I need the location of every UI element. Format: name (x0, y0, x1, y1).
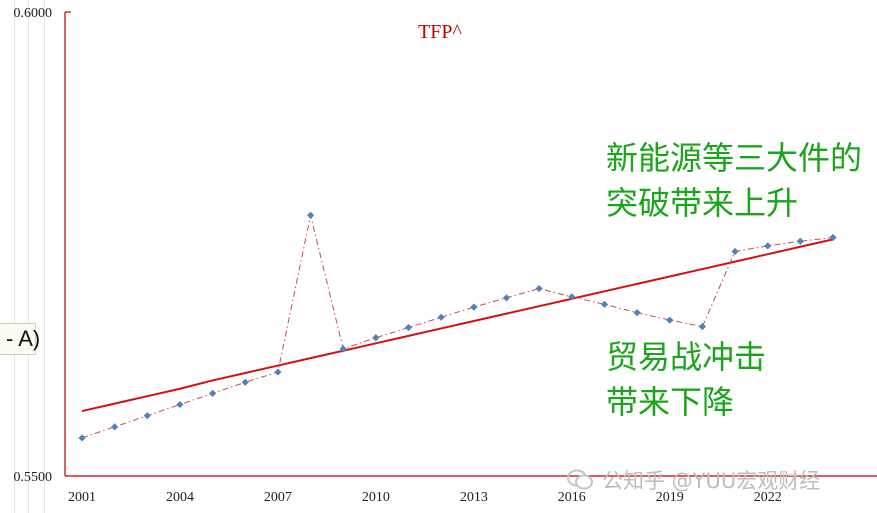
data-point (437, 313, 445, 321)
annotation-fall-line-2: 带来下降 (606, 383, 735, 421)
sheet-gridline (44, 0, 45, 513)
clipped-axis-label: - A) (0, 323, 40, 355)
data-point (633, 309, 641, 317)
chart-title: TFP^ (418, 21, 462, 43)
data-point (731, 247, 739, 256)
x-tick-label: 2022 (754, 490, 782, 505)
annotation-rise-line-2: 突破带来上升 (606, 184, 799, 222)
data-point (404, 323, 413, 332)
annotation-fall: 贸易战冲击 带来下降 (606, 335, 766, 425)
series-line-tfp (81, 215, 834, 439)
data-point (535, 284, 543, 293)
sheet-gridline (28, 0, 29, 513)
watermark: 公知乎 @YUU宏观财经 (566, 463, 820, 497)
x-tick-label: 2016 (558, 490, 586, 505)
x-tick-label: 2010 (362, 490, 390, 505)
data-point (372, 334, 380, 342)
data-point (796, 237, 804, 245)
data-point (143, 412, 151, 420)
data-point (306, 211, 315, 219)
x-tick-label: 2001 (68, 490, 96, 505)
data-point (568, 293, 576, 301)
data-point (78, 434, 86, 442)
watermark-text: 公知乎 @YUU宏观财经 (602, 469, 821, 493)
data-point (666, 316, 674, 324)
annotation-fall-line-1: 贸易战冲击 (606, 338, 767, 376)
data-point (829, 233, 837, 242)
data-point (600, 300, 609, 308)
y-tick-label: 0.5500 (14, 470, 53, 485)
x-tick-label: 2007 (264, 490, 292, 505)
data-point (111, 423, 119, 431)
x-tick-label: 2013 (460, 490, 488, 505)
y-tick-label: 0.6000 (14, 6, 53, 21)
series-line-trend (81, 238, 834, 413)
data-point (339, 345, 347, 353)
annotation-rise: 新能源等三大件的 突破带来上升 (606, 136, 862, 226)
data-point (764, 242, 772, 250)
annotation-rise-line-1: 新能源等三大件的 (606, 139, 863, 177)
data-point (470, 303, 478, 311)
data-point (209, 389, 217, 398)
data-point (698, 322, 706, 331)
x-tick-label: 2004 (166, 490, 194, 505)
data-point (176, 400, 184, 409)
data-point (241, 378, 249, 386)
data-point (274, 368, 282, 376)
data-point (502, 294, 511, 302)
x-tick-label: 2019 (656, 490, 684, 505)
chat-bubble-icon (567, 469, 593, 490)
sheet-gridline (14, 0, 15, 513)
